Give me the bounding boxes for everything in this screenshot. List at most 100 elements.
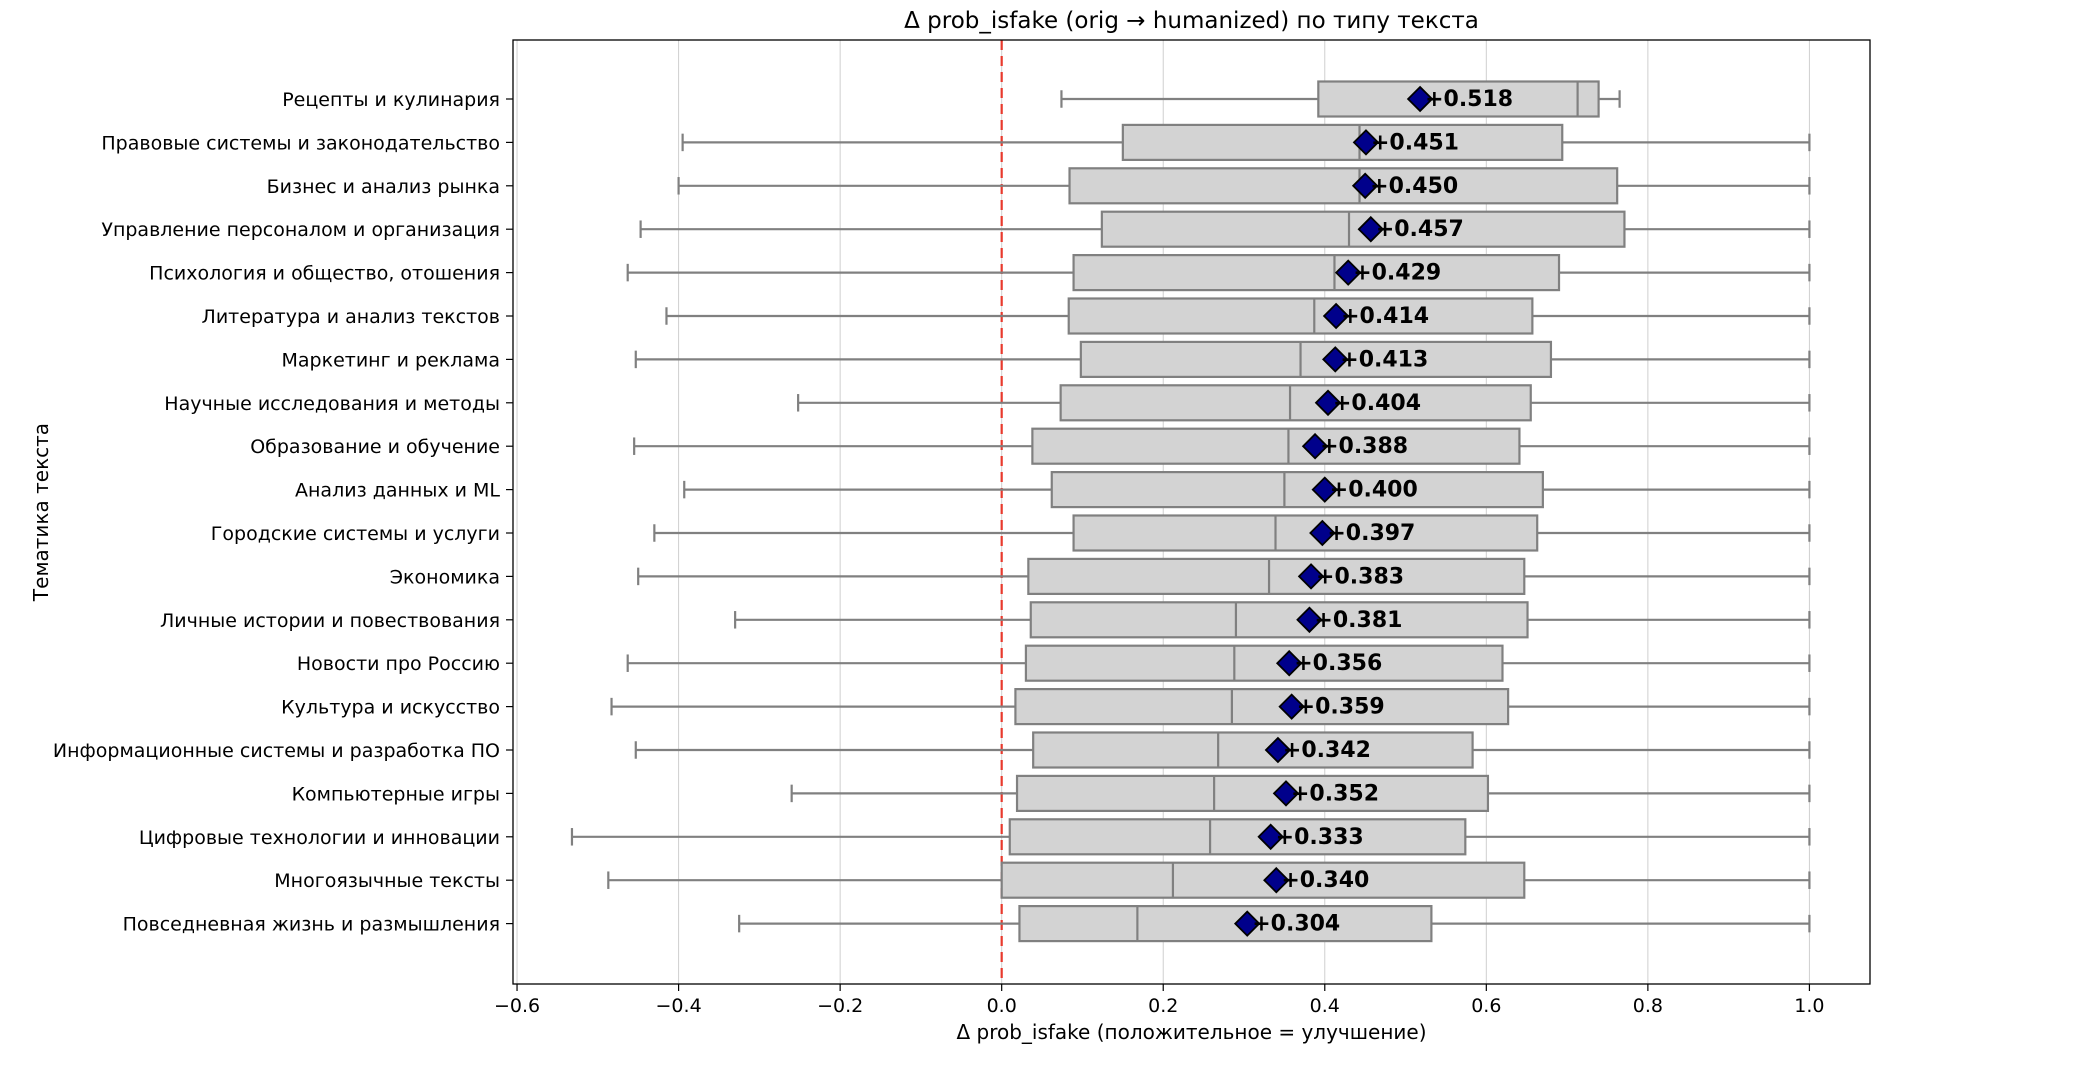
mean-value-label: +0.397 xyxy=(1327,521,1415,546)
category-label: Научные исследования и методы xyxy=(164,393,500,415)
box-row: +0.340 xyxy=(607,861,1811,899)
mean-marker xyxy=(1322,302,1350,330)
iqr-box xyxy=(1008,818,1467,856)
y-axis-label: Тематика текста xyxy=(29,423,53,602)
x-tick-label: −0.4 xyxy=(656,995,702,1017)
mean-marker xyxy=(1278,693,1305,720)
x-axis-label: Δ prob_isfake (положительное = улучшение… xyxy=(956,1020,1426,1044)
box-row: +0.450 xyxy=(677,167,1811,205)
mean-value-label: +0.518 xyxy=(1425,87,1513,112)
iqr-box xyxy=(1014,687,1510,726)
box-row: +0.383 xyxy=(637,557,1811,596)
category-label: Правовые системы и законодательство xyxy=(101,132,500,154)
iqr-box xyxy=(1121,123,1564,162)
iqr-box xyxy=(1000,861,1526,899)
category-label: Новости про Россию xyxy=(297,653,500,675)
category-label: Маркетинг и реклама xyxy=(282,349,501,371)
box-row: +0.397 xyxy=(653,514,1811,552)
mean-value-label: +0.352 xyxy=(1291,781,1379,806)
category-label: Литература и анализ текстов xyxy=(202,306,500,328)
mean-value-label: +0.400 xyxy=(1330,478,1418,503)
iqr-box xyxy=(1031,427,1521,465)
mean-value-label: +0.383 xyxy=(1316,564,1404,589)
box-row: +0.429 xyxy=(626,254,1811,292)
category-label: Личные истории и повествования xyxy=(160,610,500,632)
box-row: +0.356 xyxy=(626,644,1811,682)
category-label: Компьютерные игры xyxy=(292,783,500,805)
plot-frame xyxy=(512,39,1871,985)
mean-marker xyxy=(1264,736,1292,764)
iqr-box xyxy=(1050,471,1544,509)
category-label: Городские системы и услуги xyxy=(211,523,500,545)
mean-value-label: +0.304 xyxy=(1252,912,1340,937)
mean-marker xyxy=(1297,563,1325,590)
iqr-box xyxy=(1024,644,1504,682)
tick-layer: −0.6 −0.4 −0.2 0.0 0.2 0.4 0.6 0.8 1.0 Рецепты и … xyxy=(53,89,1825,1017)
mean-marker xyxy=(1311,476,1339,503)
mean-marker xyxy=(1357,215,1385,243)
mean-marker xyxy=(1257,823,1284,851)
box-row: +0.333 xyxy=(570,818,1811,856)
category-label: Экономика xyxy=(390,566,500,588)
mean-value-label: +0.450 xyxy=(1370,174,1458,199)
iqr-box xyxy=(1068,167,1619,205)
mean-marker xyxy=(1233,910,1261,937)
mean-marker xyxy=(1275,649,1303,677)
mean-marker xyxy=(1263,866,1290,894)
iqr-box xyxy=(1072,514,1539,552)
category-label: Цифровые технологии и инновации xyxy=(139,827,500,849)
x-tick-label: 0.6 xyxy=(1471,995,1501,1017)
mean-value-label: +0.342 xyxy=(1283,738,1371,763)
mean-value-label: +0.429 xyxy=(1353,261,1441,286)
iqr-box xyxy=(1067,297,1534,335)
box-row: +0.404 xyxy=(797,384,1811,422)
mean-value-label: +0.451 xyxy=(1371,130,1459,155)
mean-value-label: +0.340 xyxy=(1281,868,1369,893)
box-row: +0.381 xyxy=(734,601,1811,639)
iqr-box xyxy=(1018,904,1433,943)
mean-value-label: +0.457 xyxy=(1376,217,1464,242)
category-label: Бизнес и анализ рынка xyxy=(267,176,500,198)
mean-value-label: +0.333 xyxy=(1276,825,1364,850)
iqr-box xyxy=(1029,601,1529,639)
box-layer: +0.518 +0.451 +0.450 +0.457 +0.429 +0.414 +0.4… xyxy=(570,80,1811,943)
x-tick-label: −0.2 xyxy=(817,995,863,1017)
box-row: +0.518 xyxy=(1060,80,1621,118)
mean-marker xyxy=(1322,346,1349,373)
mean-value-label: +0.356 xyxy=(1294,651,1382,676)
box-row: +0.457 xyxy=(639,210,1811,248)
mean-marker xyxy=(1352,129,1380,156)
x-tick-label: 0.0 xyxy=(987,995,1017,1017)
chart-title: Δ prob_isfake (orig → humanized) по типу… xyxy=(904,8,1479,34)
mean-value-label: +0.359 xyxy=(1297,695,1385,720)
iqr-box xyxy=(1015,774,1490,813)
x-tick-label: 0.2 xyxy=(1148,995,1178,1017)
mean-marker xyxy=(1351,172,1379,200)
box-row: +0.413 xyxy=(634,340,1811,378)
box-row: +0.388 xyxy=(633,427,1811,465)
mean-marker xyxy=(1272,780,1300,807)
mean-value-label: +0.404 xyxy=(1333,391,1421,416)
mean-value-label: +0.388 xyxy=(1320,434,1408,459)
iqr-box xyxy=(1032,731,1474,769)
x-tick-label: 1.0 xyxy=(1794,995,1824,1017)
mean-marker xyxy=(1301,432,1329,460)
box-row: +0.359 xyxy=(610,687,1811,726)
category-label: Рецепты и кулинария xyxy=(282,89,500,111)
box-row: +0.304 xyxy=(738,904,1811,943)
category-label: Управление персоналом и организация xyxy=(101,219,500,241)
iqr-box xyxy=(1317,80,1600,118)
box-row: +0.451 xyxy=(681,123,1811,162)
mean-value-label: +0.381 xyxy=(1314,608,1402,633)
iqr-box xyxy=(1079,340,1553,378)
box-row: +0.352 xyxy=(790,774,1811,813)
category-label: Информационные системы и разработка ПО xyxy=(53,740,500,762)
category-label: Многоязычные тексты xyxy=(274,870,500,892)
mean-value-label: +0.414 xyxy=(1341,304,1429,329)
mean-value-label: +0.413 xyxy=(1340,347,1428,372)
category-label: Повседневная жизнь и размышления xyxy=(123,914,500,936)
iqr-box xyxy=(1059,384,1532,422)
iqr-box xyxy=(1027,557,1526,596)
